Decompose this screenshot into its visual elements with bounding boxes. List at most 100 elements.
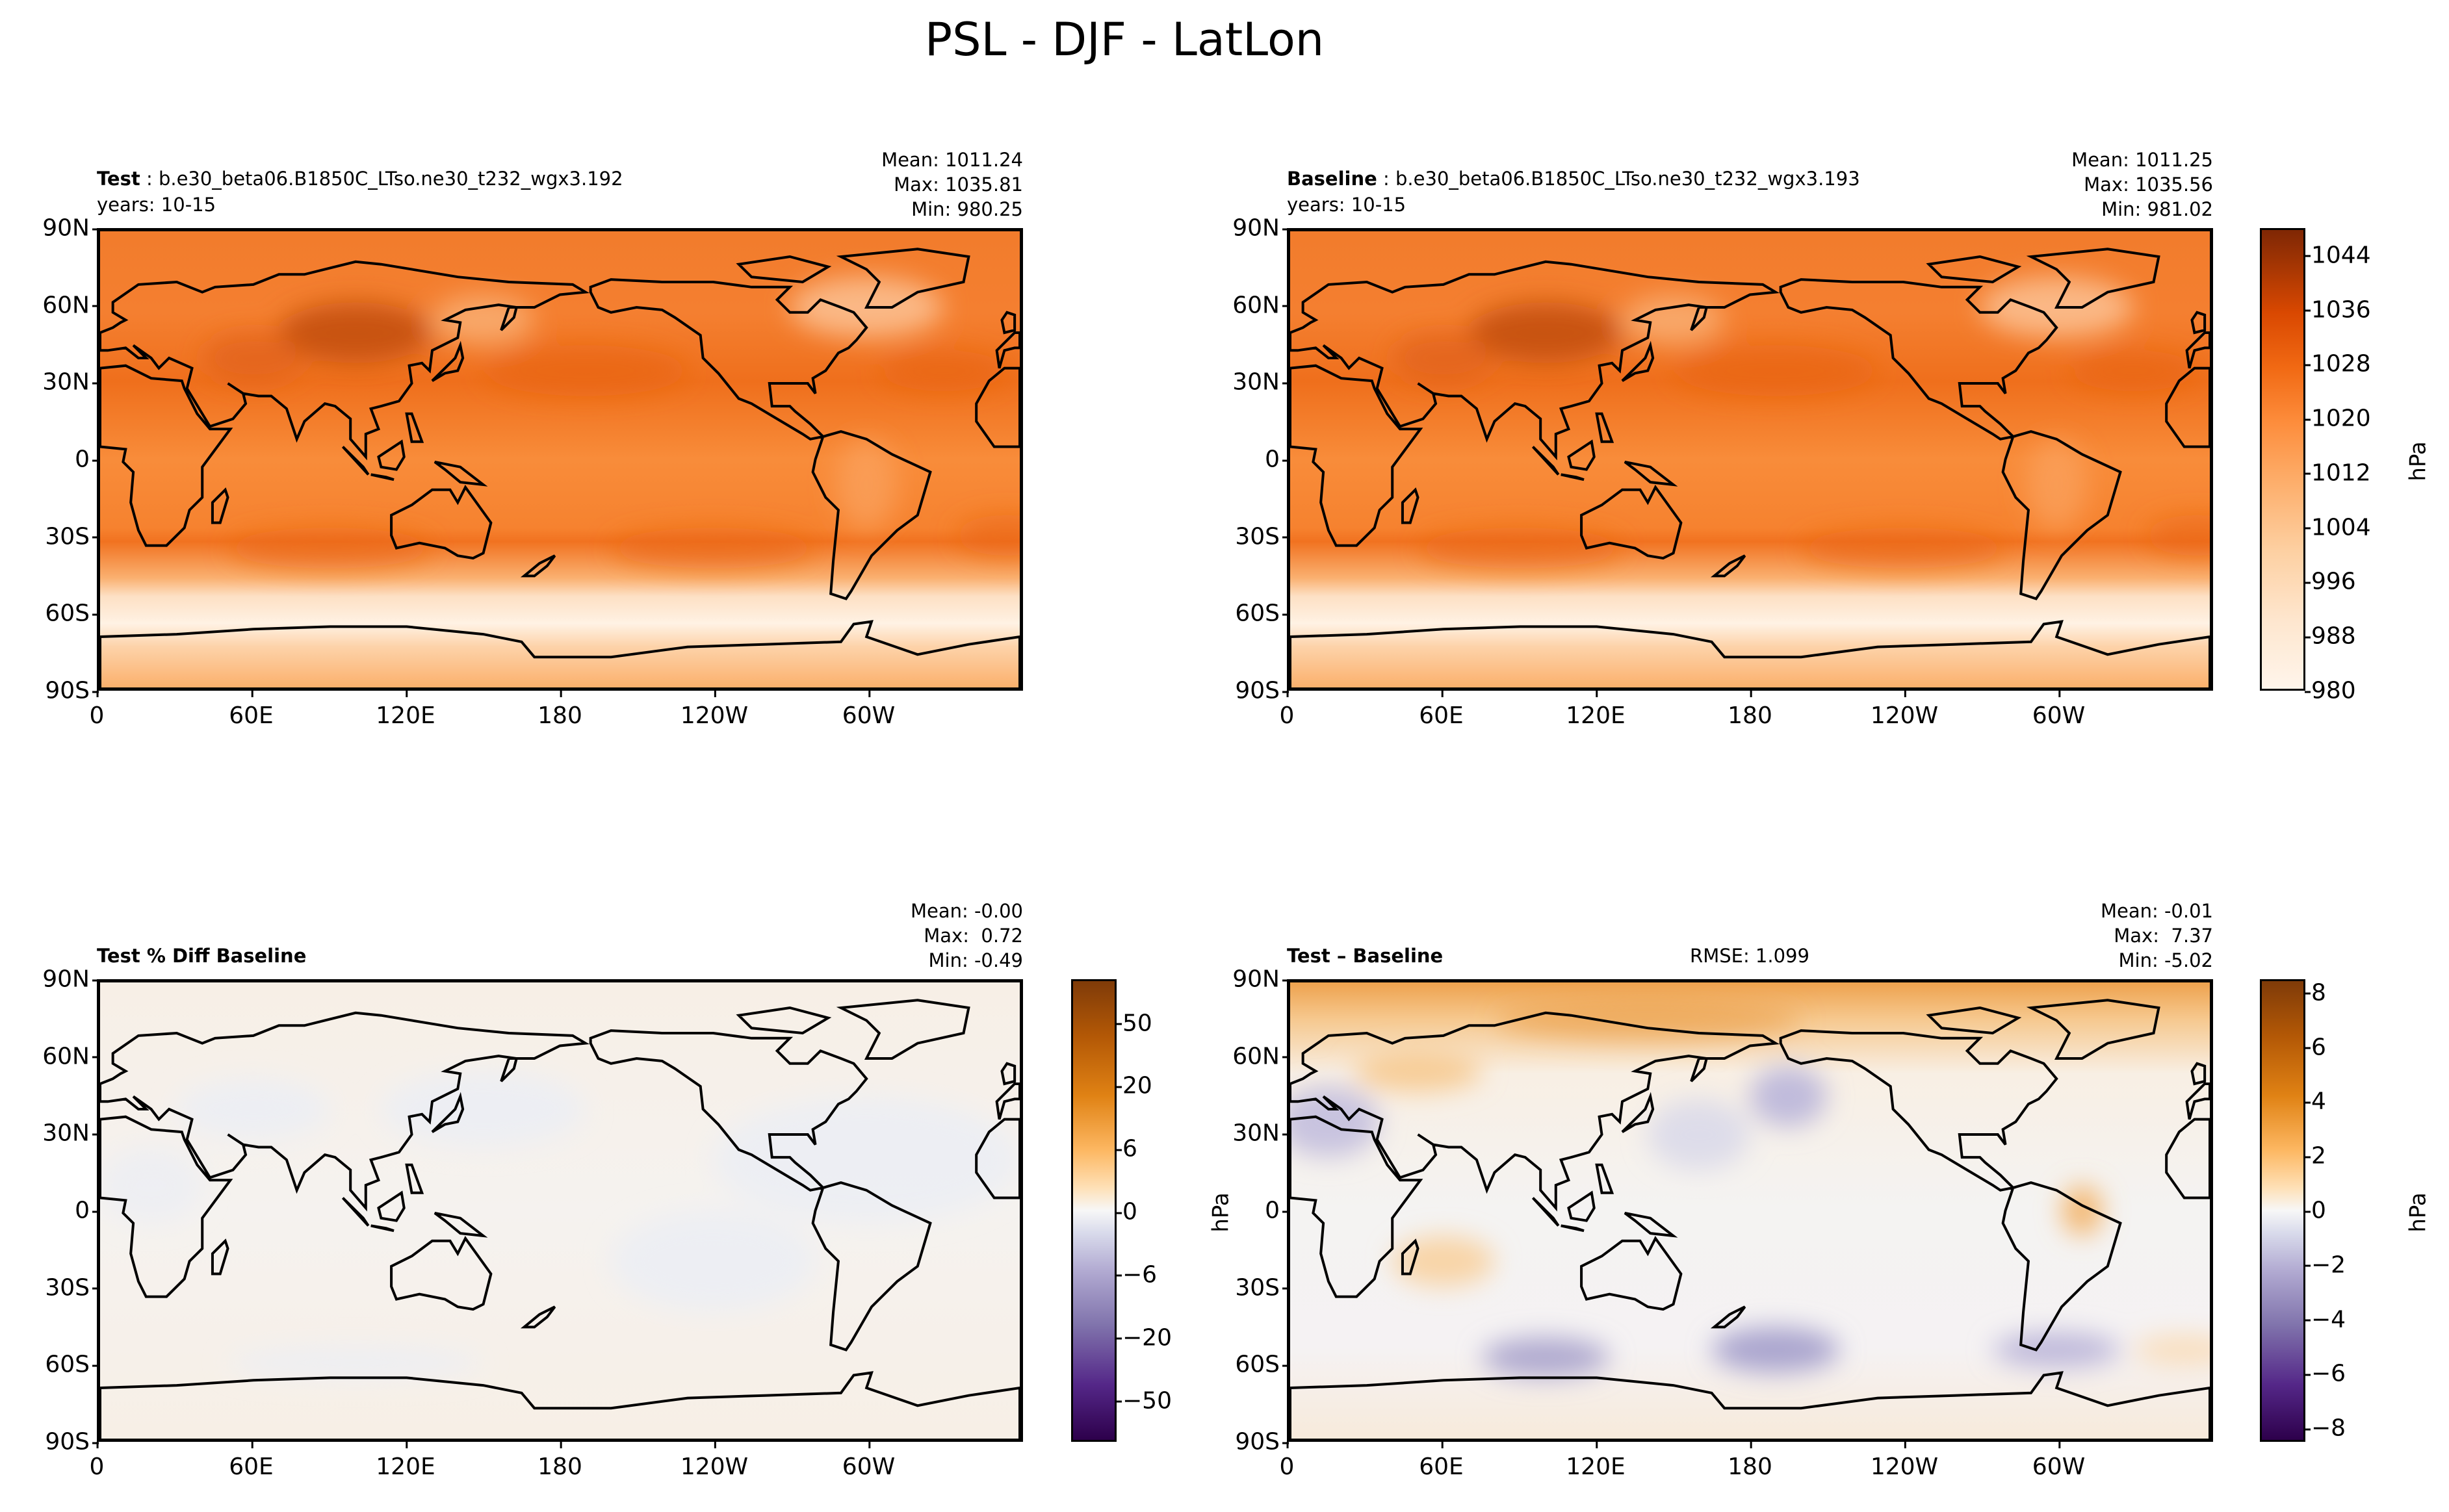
- lon-tick-label: 120E: [1566, 1442, 1626, 1480]
- field-anomaly: [1494, 1000, 1802, 1041]
- stat-mean: Mean: -0.01: [2100, 900, 2213, 922]
- lon-tick-label: 120W: [680, 691, 749, 729]
- colorbar-unit: hPa: [2405, 1192, 2431, 1233]
- lat-tick-label: 0: [1265, 446, 1289, 473]
- stat-min: Min: -0.49: [928, 949, 1023, 971]
- field-anomaly: [836, 439, 898, 531]
- map-plot: [97, 979, 1023, 1442]
- field-anomaly: [2069, 350, 2197, 391]
- field-anomaly: [227, 1347, 484, 1378]
- figure-title: PSL - DJF - LatLon: [924, 13, 1325, 66]
- colorbar-tick-label: −50: [1116, 1387, 1172, 1415]
- field-anomaly: [176, 1079, 330, 1140]
- lat-tick-label: 30S: [45, 1274, 99, 1301]
- lon-tick-label: 60W: [842, 1442, 896, 1480]
- colorbar-tick-label: −4: [2304, 1306, 2346, 1333]
- panel-stats: Mean: -0.01 Max: 7.37 Min: -5.02: [2101, 899, 2213, 973]
- panel-title: Test % Diff Baseline: [97, 947, 306, 966]
- field-anomaly: [611, 1211, 816, 1312]
- panel-title-case: : b.e30_beta06.B1850C_LTso.ne30_t232_wgx…: [140, 168, 623, 190]
- colorbar-tick-label: 996: [2305, 568, 2356, 595]
- lat-tick-label: 90S: [45, 677, 99, 704]
- coastlines: [1290, 1000, 2210, 1439]
- colorbar-unit: hPa: [1208, 1192, 1234, 1233]
- colorbar-absolute: 1044 1036 1028 1020 1012 1004 996 988 980: [2260, 228, 2371, 704]
- colorbar-tick-label: 4: [2305, 1088, 2326, 1115]
- field-anomaly: [1673, 345, 1878, 396]
- lat-tick-label: 30S: [1235, 523, 1289, 550]
- field-anomaly: [713, 1096, 1020, 1224]
- coastlines: [1290, 249, 2210, 687]
- lat-tick-label: 60S: [45, 1351, 99, 1378]
- lon-tick-label: 60E: [1419, 1442, 1464, 1480]
- lat-tick-label: 30S: [1235, 1274, 1289, 1301]
- lon-tick-label: 120E: [376, 1442, 435, 1480]
- panel-title: Test : b.e30_beta06.B1850C_LTso.ne30_t23…: [97, 170, 623, 188]
- field-anomaly: [100, 1147, 203, 1224]
- field-anomaly: [1392, 1236, 1495, 1287]
- colorbar-tick-label: 980: [2305, 677, 2356, 704]
- lon-tick-label: 60E: [229, 1442, 274, 1480]
- map-plot: [97, 228, 1023, 691]
- colorbar-tick-label: 1036: [2305, 296, 2371, 324]
- field-anomaly: [1750, 1066, 1827, 1127]
- lat-tick-label: 0: [75, 446, 99, 473]
- colorbar-tick-label: 6: [1116, 1135, 1137, 1162]
- field-anomaly: [1418, 528, 1622, 569]
- lat-tick-label: 60S: [1235, 600, 1289, 627]
- panel-title-case: : b.e30_beta06.B1850C_LTso.ne30_t232_wgx…: [1377, 168, 1860, 190]
- colorbar-tick-label: 1020: [2305, 405, 2371, 432]
- colorbar-tick-label: −20: [1116, 1324, 1172, 1352]
- rmse-label: RMSE: 1.099: [1690, 945, 1809, 967]
- lat-tick-label: 90S: [45, 1428, 99, 1455]
- lon-tick-label: 60W: [2032, 1442, 2086, 1480]
- lat-tick-label: 60N: [1232, 292, 1289, 319]
- colorbar-tick-label: 6: [2305, 1034, 2326, 1061]
- lat-tick-label: 30N: [1232, 1120, 1289, 1147]
- test-panel: Test : b.e30_beta06.B1850C_LTso.ne30_t23…: [42, 149, 1023, 729]
- coastlines: [100, 249, 1020, 687]
- field-anomaly: [202, 333, 305, 383]
- lat-tick-label: 90N: [1232, 214, 1289, 242]
- colorbar-pct-diff: 50 20 6 0 −6 −20 −50: [1071, 979, 1172, 1442]
- panel-years: years: 10-15: [1287, 194, 1406, 216]
- lon-tick-label: 180: [1728, 1442, 1772, 1480]
- map-plot: [1287, 228, 2213, 691]
- lat-tick-label: 90S: [1235, 677, 1289, 704]
- diff-panel: Test – Baseline RMSE: 1.099 Mean: -0.01 M…: [1232, 900, 2213, 1480]
- field-anomaly: [879, 350, 1007, 391]
- colorbar-tick-label: −6: [1115, 1261, 1158, 1288]
- field-anomaly: [483, 345, 688, 396]
- field-anomaly: [1801, 528, 2006, 569]
- lon-tick-label: 60W: [842, 691, 896, 729]
- field-anomaly: [1992, 1332, 2121, 1368]
- lon-tick-label: 120W: [1870, 691, 1939, 729]
- panel-title-bold: Test % Diff Baseline: [97, 945, 307, 967]
- field-anomaly: [1392, 333, 1495, 383]
- panel-stats: Mean: 1011.25 Max: 1035.56 Min: 981.02: [2071, 147, 2213, 222]
- stat-min: Min: 981.02: [2101, 198, 2213, 220]
- field-anomaly: [1469, 302, 1622, 363]
- lon-tick-label: 120W: [680, 1442, 749, 1480]
- stat-max: Max: 1035.81: [894, 173, 1023, 196]
- stat-mean: Mean: 1011.24: [881, 149, 1023, 171]
- field-anomaly: [2026, 439, 2088, 531]
- field-anomaly: [2133, 1335, 2210, 1365]
- colorbar-tick-label: 20: [1116, 1072, 1152, 1099]
- lon-tick-label: 60E: [229, 691, 274, 729]
- panel-title-bold: Test – Baseline: [1287, 945, 1444, 967]
- field-anomaly: [611, 528, 816, 569]
- field-anomaly: [2062, 1185, 2103, 1236]
- colorbar-tick-label: 1028: [2305, 350, 2371, 378]
- lat-tick-label: 90N: [1232, 966, 1289, 993]
- colorbar-tick-label: 0: [1116, 1198, 1137, 1225]
- lat-tick-label: 60S: [1235, 1351, 1289, 1378]
- lon-tick-label: 120W: [1870, 1442, 1939, 1480]
- colorbar-tick-label: 1044: [2305, 242, 2371, 269]
- colorbar-tick-label: −2: [2304, 1251, 2346, 1279]
- coastlines: [100, 1000, 1020, 1439]
- lon-tick-label: 180: [1728, 691, 1772, 729]
- field-anomaly: [381, 1071, 586, 1147]
- panel-stats: Mean: -0.00 Max: 0.72 Min: -0.49: [911, 899, 1023, 973]
- colorbar-tick-label: 1012: [2305, 459, 2371, 487]
